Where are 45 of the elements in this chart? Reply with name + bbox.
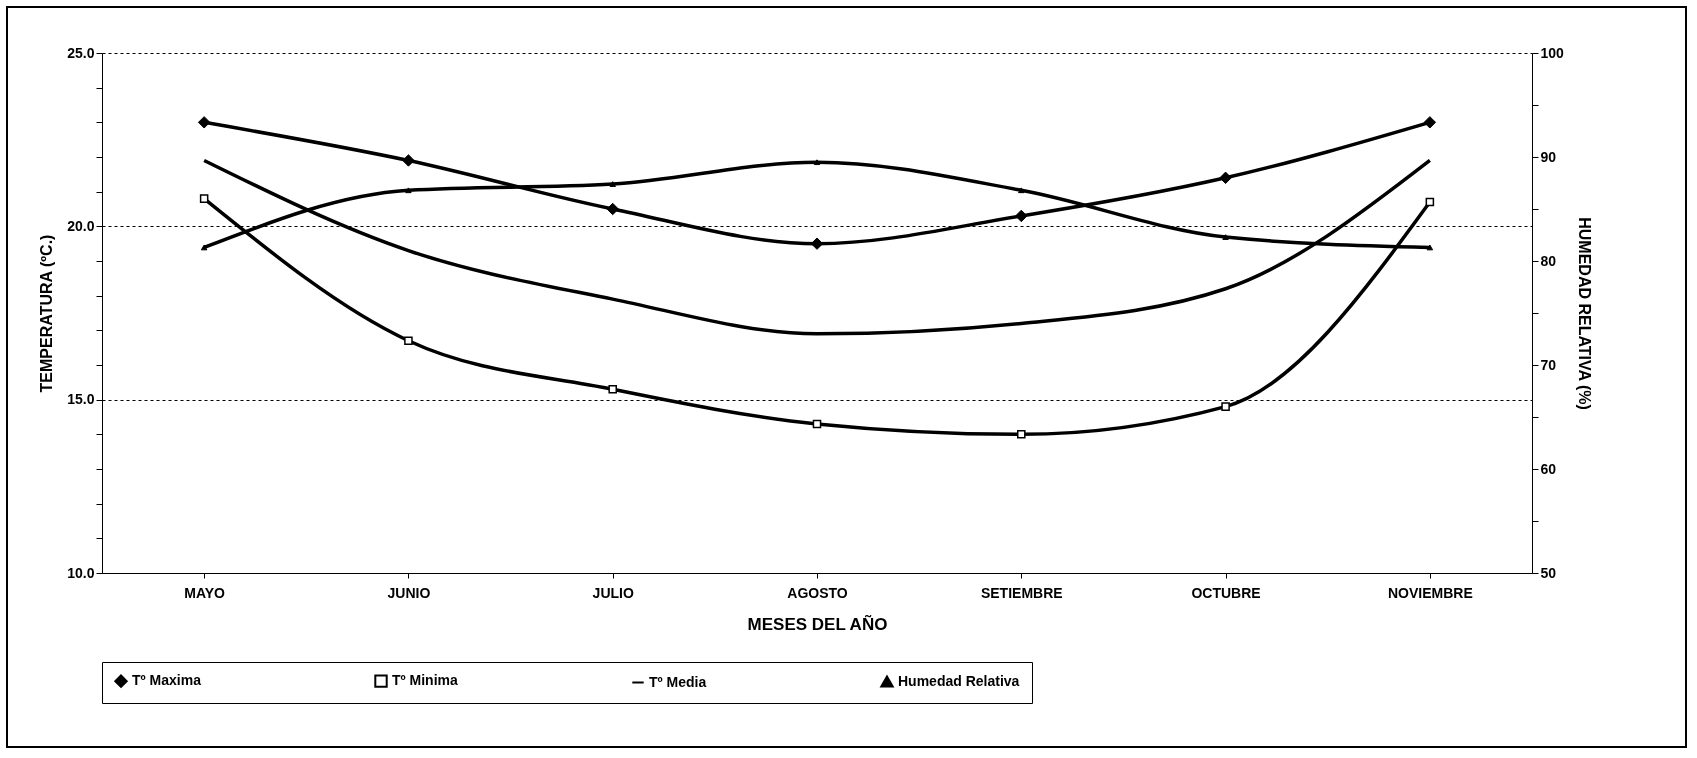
point <box>197 116 211 129</box>
y-tick-label: 15.0 <box>67 391 95 408</box>
y-tick-label: 20.0 <box>67 217 95 234</box>
point <box>812 419 822 429</box>
point <box>402 154 415 167</box>
point <box>609 181 616 187</box>
x-tick-label: AGOSTO <box>787 584 848 601</box>
y2-tick-label: 60 <box>1540 460 1557 477</box>
point <box>1018 187 1025 194</box>
y2-tick-label: 70 <box>1540 356 1557 373</box>
y-axis-title: TEMPERATURA (ºC.) <box>38 234 56 393</box>
point <box>1222 234 1229 240</box>
y-tick-label: 25.0 <box>67 44 95 61</box>
point <box>1426 244 1434 251</box>
y2-tick-label: 50 <box>1540 564 1557 581</box>
legend-label: Tº Maxima <box>132 672 202 689</box>
point <box>608 384 617 394</box>
point <box>200 244 208 251</box>
point <box>813 159 821 166</box>
x-tick-label: JUNIO <box>387 584 431 601</box>
point <box>1017 430 1026 439</box>
point <box>810 237 824 250</box>
x-tick-label: OCTUBRE <box>1191 584 1261 601</box>
legend-label: Humedad Relativa <box>898 672 1020 689</box>
x-axis-title: MESES DEL AÑO <box>747 613 888 634</box>
x-tick-label: NOVIEMBRE <box>1387 584 1473 601</box>
point <box>199 194 209 203</box>
legend-label: Tº Media <box>649 673 707 690</box>
point <box>405 187 412 194</box>
x-tick-label: JULIO <box>592 584 634 601</box>
x-tick-label: MAYO <box>184 584 226 601</box>
y2-tick-label: 80 <box>1540 252 1557 269</box>
point <box>1219 171 1232 184</box>
point <box>1221 402 1230 411</box>
y2-tick-label: 100 <box>1540 44 1565 61</box>
point <box>1425 197 1435 207</box>
y2-tick-label: 90 <box>1540 148 1557 165</box>
point <box>1423 116 1437 129</box>
legend-label: Tº Minima <box>392 672 458 689</box>
point <box>1015 209 1028 223</box>
point <box>404 336 413 346</box>
y2-axis-title: HUMEDAD RELATIVA (%) <box>1575 217 1593 410</box>
y-tick-label: 10.0 <box>67 564 95 581</box>
point <box>606 202 619 216</box>
x-tick-label: SETIEMBRE <box>980 584 1063 601</box>
